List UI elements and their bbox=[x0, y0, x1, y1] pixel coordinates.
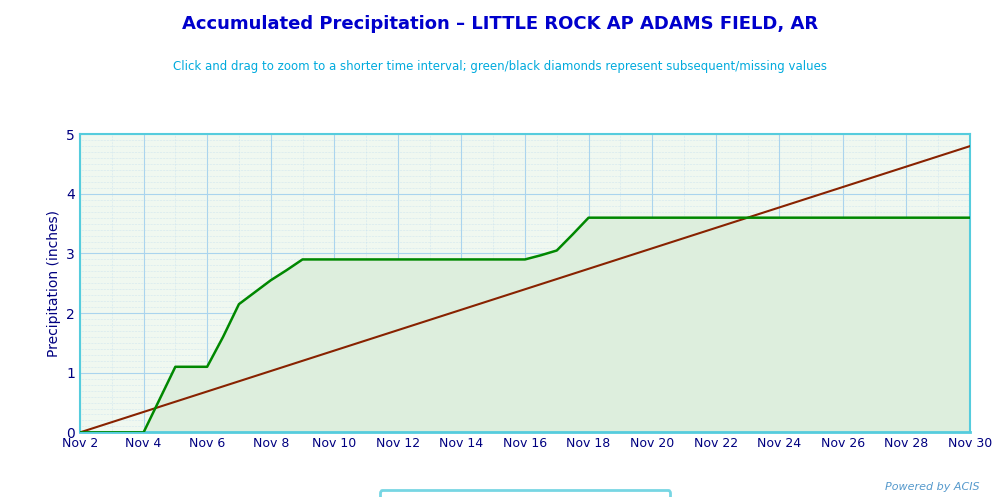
Y-axis label: Precipitation (inches): Precipitation (inches) bbox=[47, 210, 61, 357]
Text: Accumulated Precipitation – LITTLE ROCK AP ADAMS FIELD, AR: Accumulated Precipitation – LITTLE ROCK … bbox=[182, 15, 818, 33]
Legend: 2024 accumulation, Normal: 2024 accumulation, Normal bbox=[380, 490, 670, 497]
Text: Click and drag to zoom to a shorter time interval; green/black diamonds represen: Click and drag to zoom to a shorter time… bbox=[173, 60, 827, 73]
Text: Powered by ACIS: Powered by ACIS bbox=[885, 482, 980, 492]
